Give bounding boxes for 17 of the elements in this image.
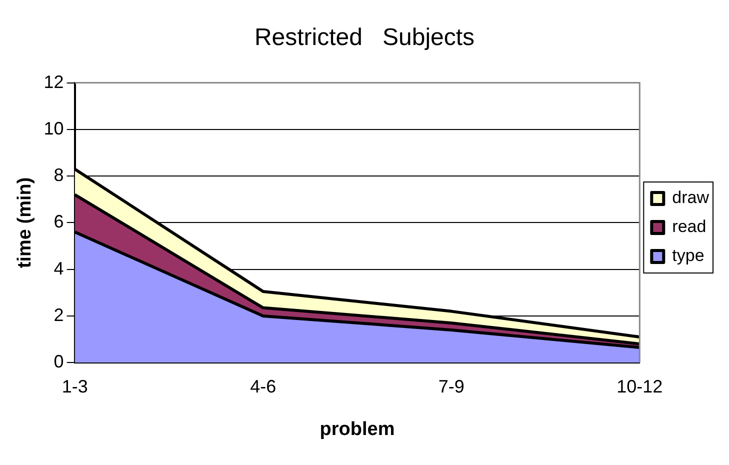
y-tick-label: 2 xyxy=(54,304,64,325)
legend-label: read xyxy=(672,217,706,236)
y-tick-label: 4 xyxy=(54,258,64,278)
x-tick-label: 10-12 xyxy=(616,376,663,396)
y-tick-label: 12 xyxy=(44,72,64,92)
y-axis-title: time (min) xyxy=(14,177,36,268)
x-tick-label: 7-9 xyxy=(438,376,464,396)
chart-title: Restricted Subjects xyxy=(254,24,475,52)
x-tick-label: 1-3 xyxy=(62,376,88,396)
y-tick-label: 8 xyxy=(54,165,64,186)
legend-label: type xyxy=(672,246,704,266)
y-tick-label: 10 xyxy=(44,118,64,138)
x-tick-label: 4-6 xyxy=(250,376,276,396)
x-axis-title: problem xyxy=(320,418,395,440)
y-tick-label: 6 xyxy=(54,212,64,232)
legend-label: draw xyxy=(672,188,710,208)
y-tick-label: 0 xyxy=(54,352,64,372)
